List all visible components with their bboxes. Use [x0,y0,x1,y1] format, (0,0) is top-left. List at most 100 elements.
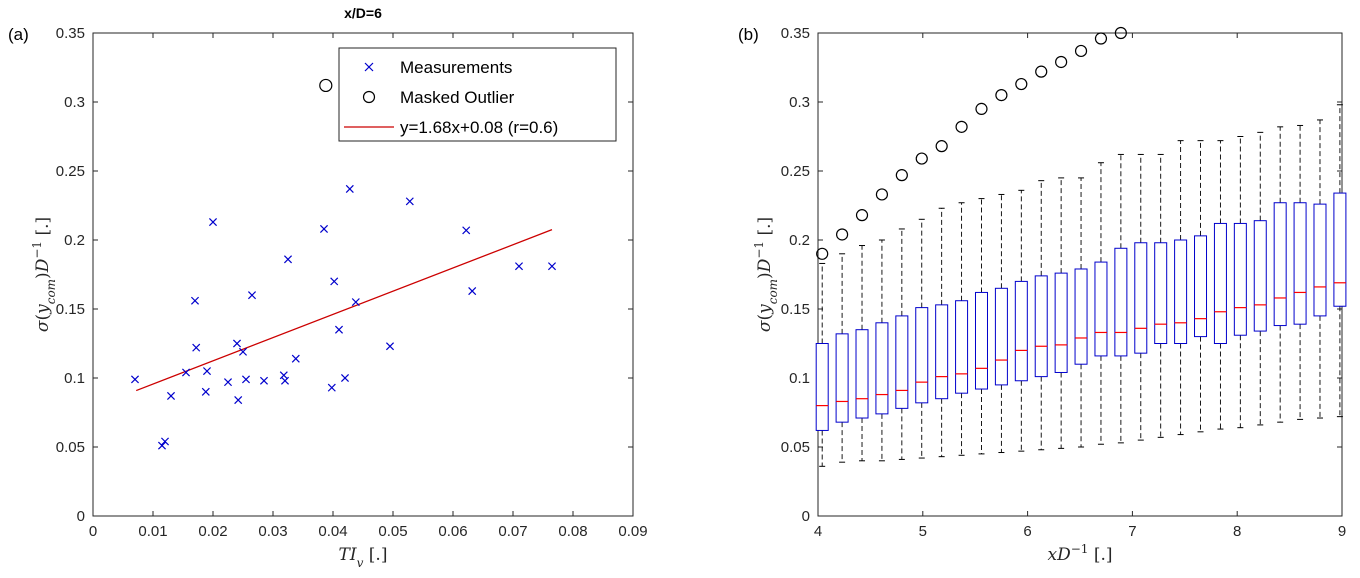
outlier-point [1094,32,1108,45]
b-ytick-label: 0.3 [789,94,810,111]
box-group [875,239,889,462]
measurement-x-stroke [514,262,524,271]
box-group [974,198,988,455]
measurement-point [201,387,210,396]
a-ytick-label: 0.15 [56,301,85,318]
panel-a-label: (a) [8,25,29,44]
measurement-x-stroke [405,197,414,206]
measurement-x-stroke [283,255,293,264]
measurement-x-stroke [280,376,290,385]
measurement-point [223,378,233,387]
measurement-x-stroke [181,368,191,377]
measurement-point [462,226,471,235]
measurement-point [291,354,300,363]
a-xtick-label: 0.04 [318,523,347,540]
a-axes-box [92,32,634,517]
a-xtick-label: 0.06 [438,523,467,540]
iqr-box [875,322,889,415]
measurement-x-stroke [232,339,242,348]
box-group [1313,119,1327,419]
iqr-box [895,315,909,409]
measurement-point [232,339,242,348]
box-group [1034,180,1048,451]
outlier-point [975,102,988,116]
measurement-point [468,287,477,296]
measurement-point [157,441,167,450]
a-xtick-label: 0.08 [558,523,587,540]
measurement-point [547,262,557,271]
iqr-box [1313,203,1327,317]
legend-marker-outlier [362,90,376,104]
b-xtick-label: 7 [1128,523,1136,540]
measurement-x-stroke [202,367,212,376]
iqr-box [1094,261,1108,357]
measurement-point [208,218,218,227]
measurement-point [192,343,201,352]
measurement-x-stroke [166,391,176,400]
measurement-point [334,325,344,334]
outlier-point [875,188,889,201]
outlier-point [1114,26,1127,40]
box-group [1094,162,1108,445]
measurement-x-stroke [192,343,201,352]
legend-marker-measurements [364,62,374,72]
measurement-x-stroke [130,375,140,384]
box-group [1293,124,1307,420]
box-group [935,207,949,458]
outlier-point [935,140,948,153]
iqr-box [1273,202,1287,327]
box-group [1213,140,1227,430]
measurement-x-stroke [291,354,300,363]
iqr-box [994,287,1008,386]
panel-b-xlabel: xD−1 [.] [1048,542,1113,565]
b-ytick-label: 0.15 [781,301,810,318]
a-xtick-label: 0.01 [138,523,167,540]
measurement-x-stroke [319,224,329,233]
measurement-point [340,373,350,383]
panel-a-ylabel: σ(ycom)D−1 [.] [30,217,58,332]
panel-a-scatter: 0 0.01 0.02 0.03 0.04 0.05 0.06 0.07 0.08 0.09 0 0.… [8,5,648,570]
box-group [1174,140,1188,436]
iqr-box [855,329,869,419]
measurement-point [234,396,243,405]
a-ytick-label: 0.2 [64,232,85,249]
b-ytick-label: 0.1 [789,370,810,387]
box-group [1233,136,1247,429]
measurement-x-stroke [385,342,395,351]
a-ytick-label: 0.25 [56,163,85,180]
outlier-point [816,247,829,260]
box-group [855,245,869,462]
measurement-x-stroke [462,226,471,235]
outlier-point [1074,44,1088,58]
a-ytick-label: 0.05 [56,439,85,456]
iqr-box [955,300,969,394]
box-group [1333,104,1347,418]
measurement-x-stroke [327,383,336,392]
box-group [1273,126,1287,423]
box-group [1194,140,1208,433]
measurement-point [330,277,339,286]
box-group [1114,153,1128,444]
outlier-point [995,88,1008,102]
box-group [835,253,849,463]
iqr-box [1213,222,1227,344]
outlier-point [955,120,968,133]
measurement-x-stroke [234,396,243,405]
a-xtick-label: 0 [89,523,97,540]
measurement-point [160,437,170,446]
measurement-point [181,368,191,377]
panel-b-label: (b) [738,25,759,44]
measurement-point [327,383,336,392]
iqr-box [915,307,929,404]
measurement-point [241,375,251,384]
measurement-point [514,262,524,271]
a-xtick-label: 0.02 [198,523,227,540]
measurement-point [238,347,248,356]
measurement-x-stroke [259,376,269,385]
iqr-box [1194,235,1208,338]
legend-entry-label: Measurements [400,58,512,77]
outlier-point [895,169,908,182]
panel-a-xlabel: TIv [.] [339,545,388,570]
outlier-point [1015,77,1028,91]
measurement-x-stroke [340,373,350,383]
